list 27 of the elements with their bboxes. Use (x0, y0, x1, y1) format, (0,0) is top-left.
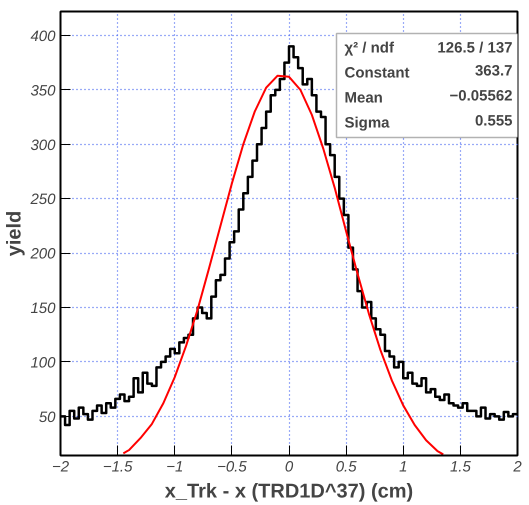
y-tick-label: 150 (30, 300, 56, 317)
y-axis-title: yield (3, 210, 26, 256)
annotation: 126.5 / 137 (437, 40, 513, 56)
x-tick-label: 0.5 (336, 458, 358, 476)
y-tick-label: 400 (30, 28, 56, 45)
x-tick-label: 2 (512, 458, 522, 476)
y-tick-label: 50 (38, 408, 56, 426)
x-tick-label: 0 (284, 458, 294, 476)
x-tick-label: −1.5 (102, 458, 134, 476)
x-tick-label: 1 (399, 458, 408, 476)
x-tick-label: 1.5 (450, 458, 472, 476)
x-tick-label: −2 (52, 458, 70, 476)
x-tick-label: −1 (166, 458, 184, 476)
annotation: 0.555 (474, 112, 513, 130)
y-tick-label: 350 (30, 82, 56, 100)
y-tick-label: 250 (29, 191, 56, 208)
annotation: −0.05562 (450, 88, 513, 104)
annotation: Sigma (344, 114, 390, 132)
x-axis-title: x_Trk - x (TRD1D^37) (cm) (164, 480, 414, 502)
annotation: 363.7 (474, 62, 513, 80)
x-tick-label: −0.5 (217, 458, 248, 476)
annotation: χ² / ndf (344, 40, 395, 56)
y-tick-label: 200 (29, 246, 56, 263)
y-tick-label: 100 (30, 354, 56, 372)
annotation: Constant (344, 64, 410, 82)
annotation: Mean (344, 90, 383, 106)
y-tick-label: 300 (30, 136, 56, 154)
